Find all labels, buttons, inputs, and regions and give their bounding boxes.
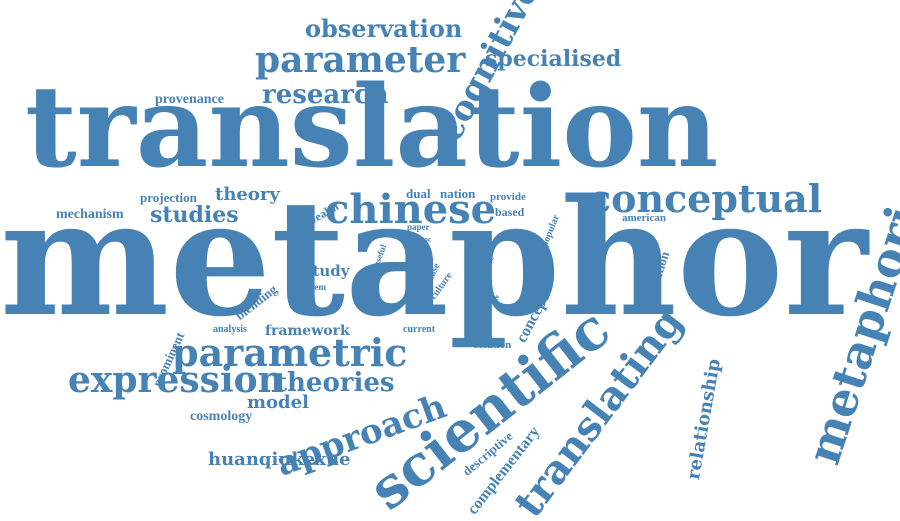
word-specialised: specialised: [485, 46, 622, 72]
word-theories: theories: [275, 368, 395, 398]
word-provenance: provenance: [155, 92, 224, 107]
word-studies: studies: [150, 202, 239, 228]
word-cosmology: cosmology: [190, 409, 253, 424]
word-parametric: parametric: [172, 330, 408, 375]
word-paper: paper: [407, 222, 430, 232]
word-translation: translation: [25, 62, 719, 193]
word-analysis: analysis: [213, 324, 247, 335]
word-huanqiukexue: huanqiukexue: [208, 449, 351, 470]
word-parameter: parameter: [255, 39, 466, 81]
word-framework: framework: [265, 323, 350, 339]
word-conceptual: conceptual: [588, 176, 823, 221]
word-theory: theory: [215, 184, 280, 205]
word-expression: expression: [68, 359, 284, 401]
word-system: system: [300, 282, 326, 292]
word-relationship: relationship: [683, 357, 725, 482]
word-proc: proc: [416, 235, 432, 244]
word-nation: nation: [440, 186, 476, 201]
word-based: based: [495, 205, 525, 219]
word-current: current: [403, 324, 436, 335]
word-american: american: [622, 212, 666, 224]
word-model: model: [247, 392, 309, 413]
word-projection: projection: [140, 190, 197, 205]
word-provide: provide: [490, 191, 526, 203]
word-future: future: [475, 292, 499, 302]
word-mechanism: mechanism: [56, 207, 124, 222]
word-dual: dual: [406, 186, 431, 201]
word-metaphor: metaphor: [0, 164, 868, 352]
word-chinese: chinese: [325, 186, 497, 233]
word-study: study: [304, 262, 350, 280]
word-research: research: [262, 80, 389, 110]
word-observation: observation: [305, 14, 463, 43]
word-text: text: [412, 244, 429, 255]
word-solution: solution: [474, 339, 512, 351]
